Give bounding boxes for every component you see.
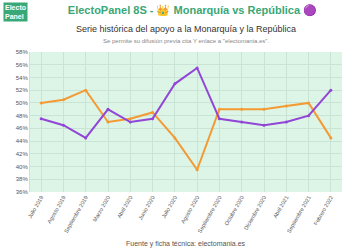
svg-text:40%: 40% — [16, 164, 29, 170]
svg-text:48%: 48% — [16, 113, 29, 119]
svg-text:Junio 2020: Junio 2020 — [137, 195, 156, 221]
svg-text:Octubre 2020: Octubre 2020 — [223, 195, 245, 227]
svg-text:38%: 38% — [16, 176, 29, 182]
svg-text:Septiembre 2019: Septiembre 2019 — [63, 195, 89, 234]
svg-text:ElectoPanel: ElectoPanel — [5, 4, 26, 20]
svg-text:42%: 42% — [16, 151, 29, 157]
svg-text:Agosto 2020: Agosto 2020 — [180, 195, 201, 225]
svg-text:54%: 54% — [16, 75, 29, 81]
svg-text:Serie histórica del apoyo a la: Serie histórica del apoyo a la Monarquía… — [76, 24, 296, 34]
svg-text:Abril 2021: Abril 2021 — [272, 195, 290, 219]
svg-text:Septiembre 2021: Septiembre 2021 — [286, 195, 312, 234]
svg-text:ElectoPanel 8S - 👑 Monarquía: ElectoPanel 8S - 👑 Monarquía vs Repúblic… — [68, 4, 317, 17]
svg-text:Abril 2020: Abril 2020 — [116, 195, 134, 219]
svg-text:44%: 44% — [16, 138, 29, 144]
svg-text:Fuente y ficha técnica: electo: Fuente y ficha técnica: electomania.es — [126, 240, 246, 248]
svg-text:Se permite su difusión previa: Se permite su difusión previa cita Y enl… — [103, 38, 269, 44]
svg-text:Agosto 2019: Agosto 2019 — [46, 195, 67, 225]
svg-text:Julio 2019: Julio 2019 — [27, 195, 45, 220]
svg-text:Marzo 2020: Marzo 2020 — [92, 195, 112, 223]
svg-text:52%: 52% — [16, 87, 29, 93]
svg-text:Diciembre 2020: Diciembre 2020 — [243, 195, 267, 231]
svg-text:36%: 36% — [16, 189, 29, 195]
svg-text:56%: 56% — [16, 62, 29, 68]
svg-text:Febrero 2022: Febrero 2022 — [312, 195, 334, 227]
svg-text:50%: 50% — [16, 100, 29, 106]
svg-text:Julio 2020: Julio 2020 — [160, 195, 178, 220]
svg-text:46%: 46% — [16, 125, 29, 131]
svg-text:58%: 58% — [16, 49, 29, 55]
svg-text:Septiembre 2020: Septiembre 2020 — [197, 195, 223, 234]
